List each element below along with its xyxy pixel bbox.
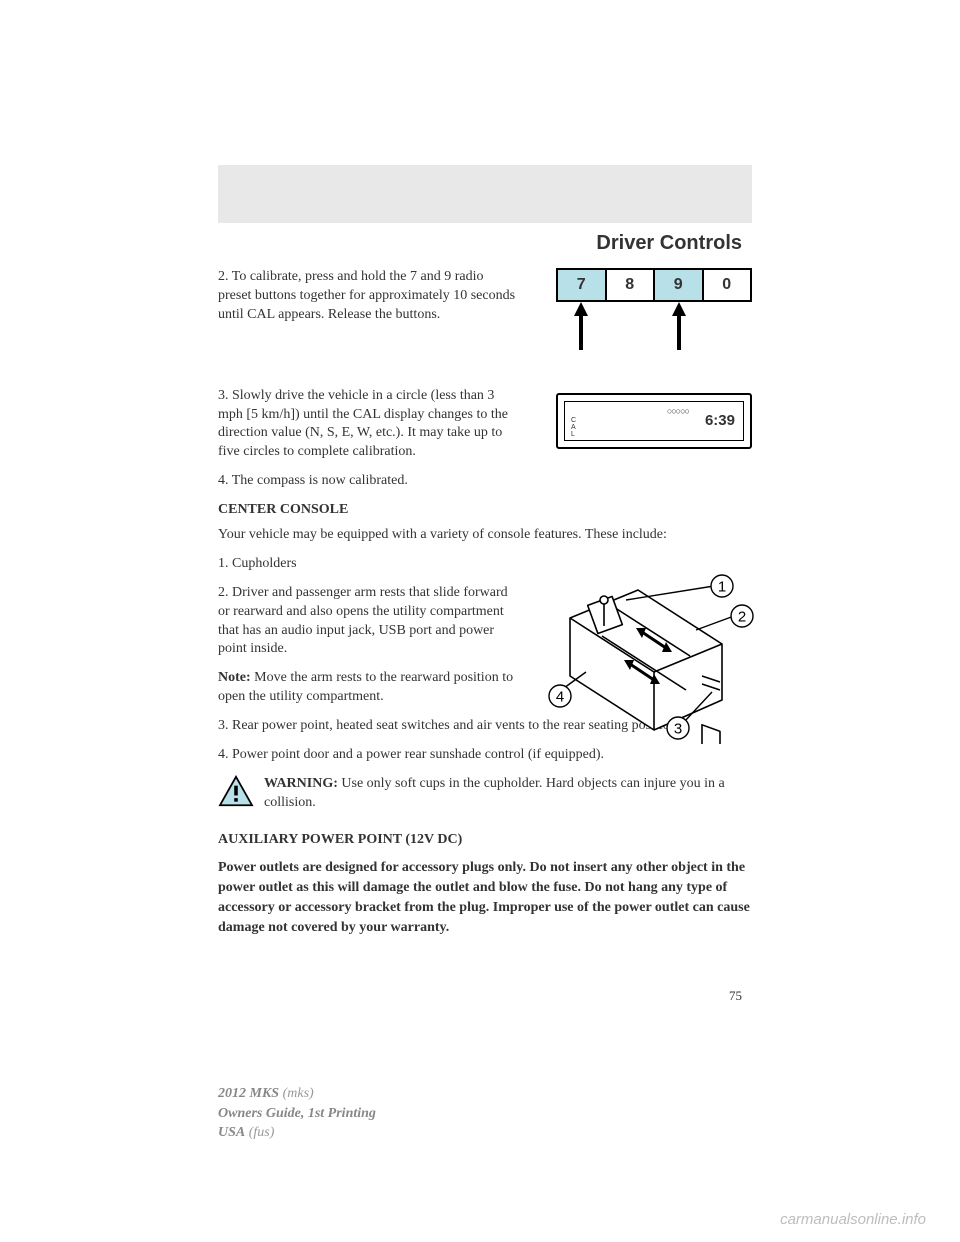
cc-item-4: 4. Power point door and a power rear sun… <box>218 746 752 765</box>
display-inner: ○○○○○ 6:39 CAL <box>564 401 744 441</box>
preset-button-7: 7 <box>558 270 607 300</box>
warning-row: WARNING: Use only soft cups in the cupho… <box>218 775 752 813</box>
callout-2: 2 <box>738 609 746 626</box>
page-header: Driver Controls <box>596 232 742 255</box>
callout-4: 4 <box>556 689 564 706</box>
center-console-intro: Your vehicle may be equipped with a vari… <box>218 526 752 545</box>
watermark: carmanualsonline.info <box>780 1211 926 1228</box>
footer: 2012 MKS (mks) Owners Guide, 1st Printin… <box>218 1084 376 1143</box>
preset-button-8: 8 <box>607 270 656 300</box>
page-number: 75 <box>729 988 742 1004</box>
callout-3: 3 <box>674 721 682 738</box>
arrow-up-icon <box>574 302 588 350</box>
preset-arrows <box>556 302 752 358</box>
aux-heading: AUXILIARY POWER POINT (12V DC) <box>218 831 752 850</box>
footer-guide: Owners Guide, 1st Printing <box>218 1104 376 1124</box>
warning-prefix: WARNING: <box>264 776 338 791</box>
display-cal: CAL <box>571 417 576 438</box>
note-prefix: Note: <box>218 670 251 685</box>
step-2-text: 2. To calibrate, press and hold the 7 an… <box>218 268 518 325</box>
display-time: 6:39 <box>705 412 735 429</box>
footer-usa: USA <box>218 1125 245 1140</box>
center-console-heading: CENTER CONSOLE <box>218 501 752 520</box>
aux-body: Power outlets are designed for accessory… <box>218 858 752 939</box>
step-4-text: 4. The compass is now calibrated. <box>218 472 752 491</box>
cc-item-2: 2. Driver and passenger arm rests that s… <box>218 584 518 660</box>
figure-display: ○○○○○ 6:39 CAL <box>556 393 752 449</box>
preset-button-row: 7 8 9 0 <box>556 268 752 302</box>
note-body: Move the arm rests to the rearward posit… <box>218 670 513 704</box>
figure-preset-buttons: 7 8 9 0 <box>556 268 752 358</box>
preset-button-9: 9 <box>655 270 704 300</box>
warning-text: WARNING: Use only soft cups in the cupho… <box>264 775 752 813</box>
step-3-text: 3. Slowly drive the vehicle in a circle … <box>218 387 518 463</box>
footer-model-code: (mks) <box>279 1086 314 1101</box>
footer-usa-code: (fus) <box>245 1125 274 1140</box>
header-gray-box <box>218 165 752 223</box>
footer-model: 2012 MKS <box>218 1086 279 1101</box>
cc-note: Note: Move the arm rests to the rearward… <box>218 669 518 707</box>
arrow-up-icon <box>672 302 686 350</box>
callout-1: 1 <box>718 579 726 596</box>
warning-icon <box>218 775 254 807</box>
cc-item-1: 1. Cupholders <box>218 555 518 574</box>
figure-center-console: 1 2 3 4 <box>546 572 754 744</box>
display-circles-icon: ○○○○○ <box>667 406 689 416</box>
preset-button-0: 0 <box>704 270 751 300</box>
